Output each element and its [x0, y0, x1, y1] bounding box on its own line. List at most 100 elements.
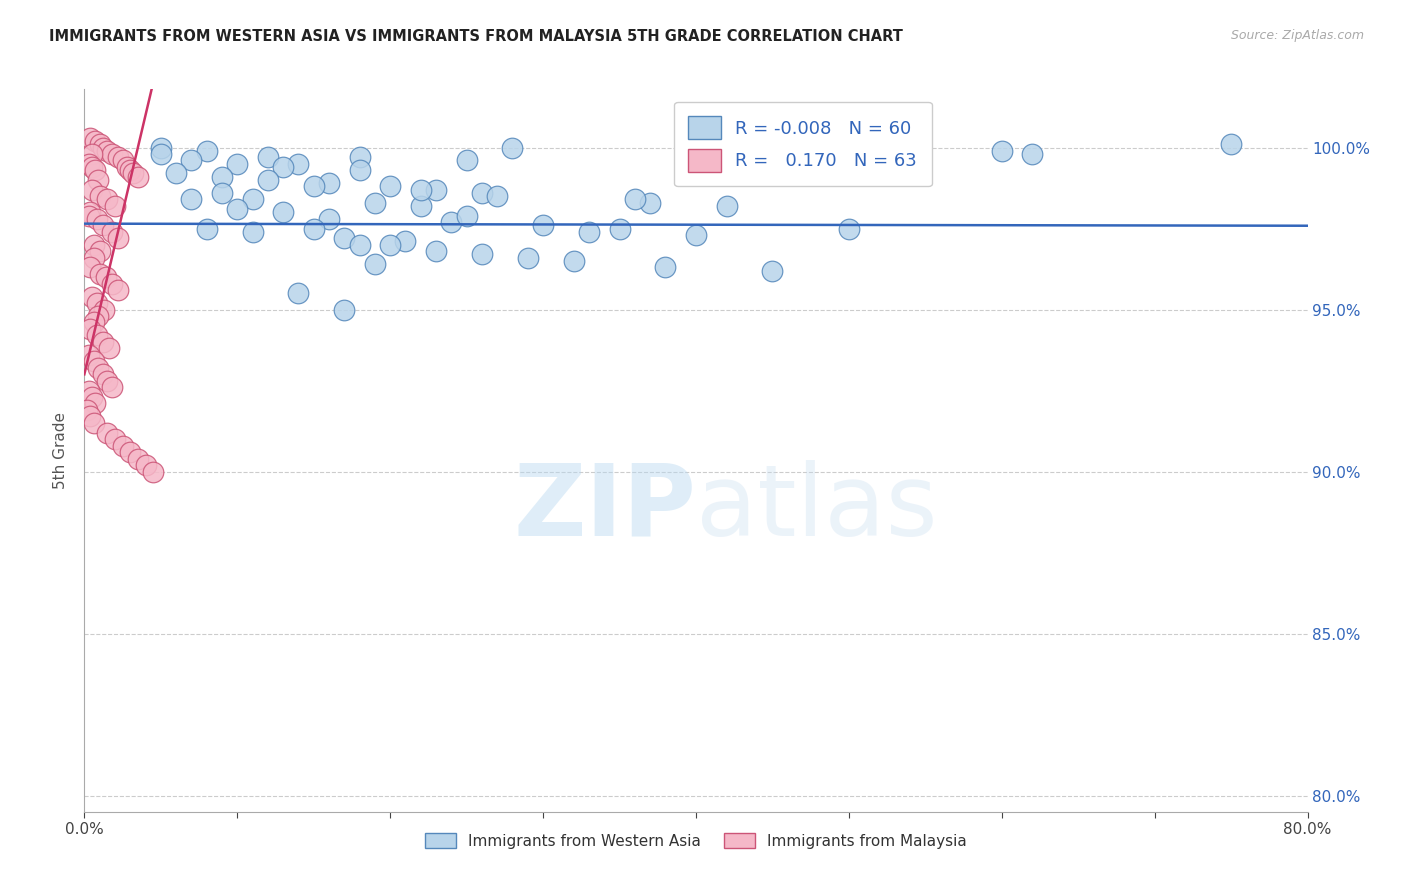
- Point: [318, 176, 340, 190]
- Point: [79, 130, 101, 145]
- Point: [89, 244, 111, 259]
- Point: [287, 157, 309, 171]
- Point: [76, 403, 98, 417]
- Point: [101, 277, 124, 291]
- Point: [142, 465, 165, 479]
- Point: [195, 144, 218, 158]
- Point: [364, 195, 387, 210]
- Point: [79, 322, 101, 336]
- Point: [502, 140, 524, 154]
- Point: [425, 244, 447, 259]
- Point: [211, 169, 233, 184]
- Point: [394, 235, 416, 249]
- Point: [302, 221, 325, 235]
- Point: [1220, 137, 1243, 152]
- Point: [80, 160, 103, 174]
- Point: [302, 179, 325, 194]
- Point: [80, 390, 103, 404]
- Point: [271, 205, 294, 219]
- Point: [101, 225, 124, 239]
- Point: [87, 173, 110, 187]
- Point: [83, 354, 105, 368]
- Point: [226, 157, 249, 171]
- Text: ZIP: ZIP: [513, 459, 696, 557]
- Point: [516, 251, 538, 265]
- Y-axis label: 5th Grade: 5th Grade: [53, 412, 69, 489]
- Point: [107, 283, 129, 297]
- Point: [86, 211, 108, 226]
- Point: [761, 263, 783, 277]
- Point: [685, 227, 707, 242]
- Point: [77, 209, 100, 223]
- Point: [96, 144, 118, 158]
- Point: [93, 302, 115, 317]
- Point: [409, 199, 432, 213]
- Point: [84, 134, 107, 148]
- Point: [120, 445, 142, 459]
- Point: [94, 270, 117, 285]
- Point: [107, 231, 129, 245]
- Point: [211, 186, 233, 200]
- Point: [77, 384, 100, 398]
- Point: [609, 221, 631, 235]
- Point: [86, 328, 108, 343]
- Point: [77, 348, 100, 362]
- Point: [127, 169, 149, 184]
- Point: [425, 183, 447, 197]
- Point: [456, 153, 478, 168]
- Point: [318, 211, 340, 226]
- Point: [83, 416, 105, 430]
- Text: Source: ZipAtlas.com: Source: ZipAtlas.com: [1230, 29, 1364, 42]
- Point: [471, 247, 494, 261]
- Point: [79, 409, 101, 424]
- Point: [149, 147, 172, 161]
- Legend: Immigrants from Western Asia, Immigrants from Malaysia: Immigrants from Western Asia, Immigrants…: [419, 827, 973, 855]
- Point: [333, 302, 356, 317]
- Point: [195, 221, 218, 235]
- Point: [1021, 147, 1043, 161]
- Text: atlas: atlas: [696, 459, 938, 557]
- Point: [471, 186, 494, 200]
- Point: [486, 189, 509, 203]
- Point: [242, 225, 264, 239]
- Point: [287, 286, 309, 301]
- Point: [440, 215, 463, 229]
- Point: [104, 432, 127, 446]
- Point: [135, 458, 157, 472]
- Point: [333, 231, 356, 245]
- Point: [638, 195, 661, 210]
- Point: [89, 189, 111, 203]
- Point: [84, 396, 107, 410]
- Point: [101, 147, 124, 161]
- Point: [79, 260, 101, 275]
- Point: [242, 192, 264, 206]
- Point: [654, 260, 676, 275]
- Point: [89, 267, 111, 281]
- Point: [83, 237, 105, 252]
- Point: [97, 342, 120, 356]
- Point: [77, 157, 100, 171]
- Point: [149, 140, 172, 154]
- Point: [562, 254, 585, 268]
- Point: [91, 140, 114, 154]
- Point: [226, 202, 249, 216]
- Point: [96, 374, 118, 388]
- Point: [349, 163, 371, 178]
- Point: [364, 257, 387, 271]
- Point: [104, 199, 127, 213]
- Point: [456, 209, 478, 223]
- Point: [80, 183, 103, 197]
- Point: [96, 425, 118, 440]
- Text: IMMIGRANTS FROM WESTERN ASIA VS IMMIGRANTS FROM MALAYSIA 5TH GRADE CORRELATION C: IMMIGRANTS FROM WESTERN ASIA VS IMMIGRAN…: [49, 29, 903, 44]
- Point: [115, 160, 138, 174]
- Point: [271, 160, 294, 174]
- Point: [180, 153, 202, 168]
- Point: [91, 368, 114, 382]
- Point: [257, 150, 280, 164]
- Point: [120, 163, 142, 178]
- Point: [111, 439, 134, 453]
- Point: [91, 219, 114, 233]
- Point: [180, 192, 202, 206]
- Point: [107, 150, 129, 164]
- Point: [79, 205, 101, 219]
